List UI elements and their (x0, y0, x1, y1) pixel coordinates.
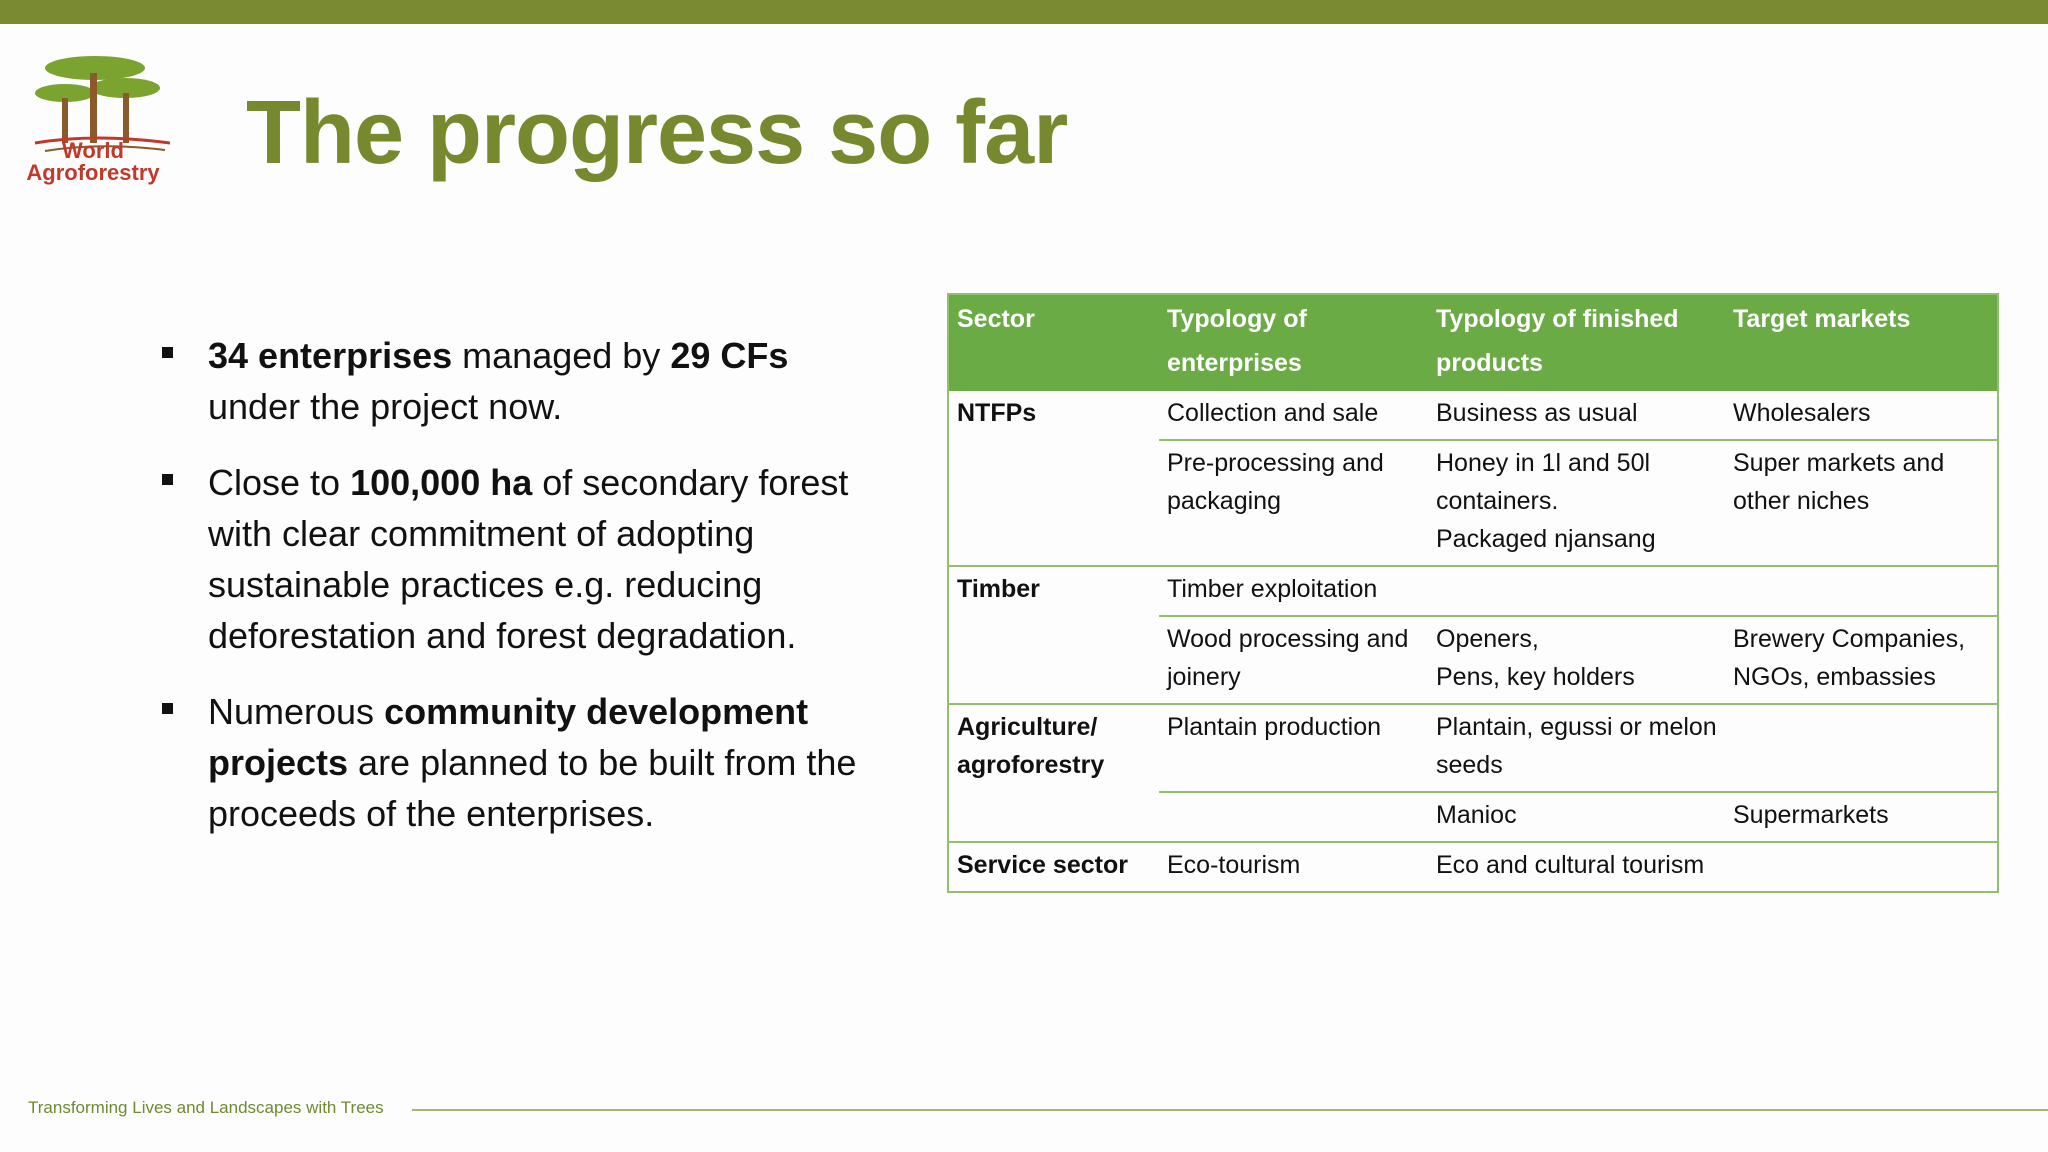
bullet-run: 34 enterprises (208, 335, 453, 376)
table-row: Manioc Supermarkets (948, 791, 1998, 842)
table-cell (1725, 841, 1998, 892)
table-cell: Wholesalers (1733, 399, 1871, 427)
table-cell: Eco and cultural tourism (1428, 841, 1725, 892)
column-header: Target markets (1725, 294, 1998, 391)
sector-cell: NTFPs (957, 399, 1037, 427)
sector-cell (948, 616, 1159, 704)
table-cell: Wood processing and joinery (1159, 615, 1428, 704)
table-cell: Brewery Companies, NGOs, embassies (1725, 615, 1998, 704)
table-cell: Timber exploitation (1159, 565, 1428, 616)
bullet-run: Numerous (208, 691, 385, 732)
bullet-item: 34 enterprises managed by 29 CFs under t… (158, 330, 858, 432)
bullet-item: Numerous community development projects … (158, 686, 858, 839)
table-cell: Plantain production (1159, 703, 1428, 792)
table-cell: Supermarkets (1725, 791, 1998, 842)
bullet-run: 100,000 ha (350, 462, 533, 503)
table-cell: Manioc (1428, 791, 1725, 842)
table-row: NTFPs Collection and sale Business as usua… (948, 391, 1998, 440)
table-row: Wood processing and joinery Openers, Pens… (948, 615, 1998, 704)
footer-line (412, 1109, 2048, 1111)
bullet-run: Close to (208, 462, 351, 503)
slide-title: The progress so far (246, 83, 1068, 183)
table-cell: Openers, Pens, key holders (1428, 615, 1725, 704)
bullet-list: 34 enterprises managed by 29 CFs under t… (158, 330, 858, 864)
table-cell: Business as usual (1436, 399, 1638, 427)
bullet-run: 29 CFs (670, 335, 789, 376)
sector-cell: Timber (948, 565, 1159, 616)
column-header: Typology of enterprises (1159, 294, 1428, 391)
table-header-row: Sector Typology of enterprises Typology of… (948, 294, 1998, 391)
sector-cell (948, 440, 1159, 566)
sector-cell: Service sector (948, 841, 1159, 892)
logo-text: World Agroforestry (18, 140, 168, 184)
logo-line: World (62, 138, 124, 163)
table-row: Service sector Eco-tourism Eco and cultura… (948, 841, 1998, 892)
bullet-run: are planned to be built from the proceed… (208, 742, 857, 834)
logo-line: Agroforestry (26, 160, 160, 185)
table-cell: Collection and sale (1167, 399, 1379, 427)
bullet-item: Close to 100,000 ha of secondary forest … (158, 457, 858, 661)
table-cell: Honey in 1l and 50l containers. Packaged… (1428, 439, 1725, 566)
table-cell (1725, 565, 1998, 616)
column-header: Typology of finished products (1428, 294, 1725, 391)
bullet-run: under the project now. (208, 386, 563, 427)
table-cell (1159, 791, 1428, 842)
table-cell (1725, 703, 1998, 792)
bullet-run: managed by (452, 335, 671, 376)
table-cell: Eco-tourism (1159, 841, 1428, 892)
table-cell: Pre-processing and packaging (1159, 439, 1428, 566)
bullet-run: of secondary forest with clear commitmen… (208, 462, 849, 656)
top-bar (0, 0, 2048, 24)
table-row: Pre-processing and packaging Honey in 1l … (948, 439, 1998, 566)
table-cell (1428, 565, 1725, 616)
table-row: Timber Timber exploitation (948, 565, 1998, 616)
logo-icon (34, 56, 170, 152)
table-cell: Super markets and other niches (1725, 439, 1998, 566)
table-row: Agriculture/ agroforestry Plantain produc… (948, 703, 1998, 792)
sector-cell: Agriculture/ agroforestry (948, 703, 1159, 792)
bullet-run: community development projects (208, 691, 809, 783)
enterprise-table: Sector Typology of enterprises Typology of… (947, 293, 1999, 893)
table-body: NTFPs Collection and sale Business as usua… (948, 391, 1998, 892)
table-cell: Plantain, egussi or melon seeds (1428, 703, 1725, 792)
footer-text: Transforming Lives and Landscapes with T… (28, 1098, 384, 1117)
column-header: Sector (948, 294, 1159, 391)
sector-cell (948, 792, 1159, 842)
